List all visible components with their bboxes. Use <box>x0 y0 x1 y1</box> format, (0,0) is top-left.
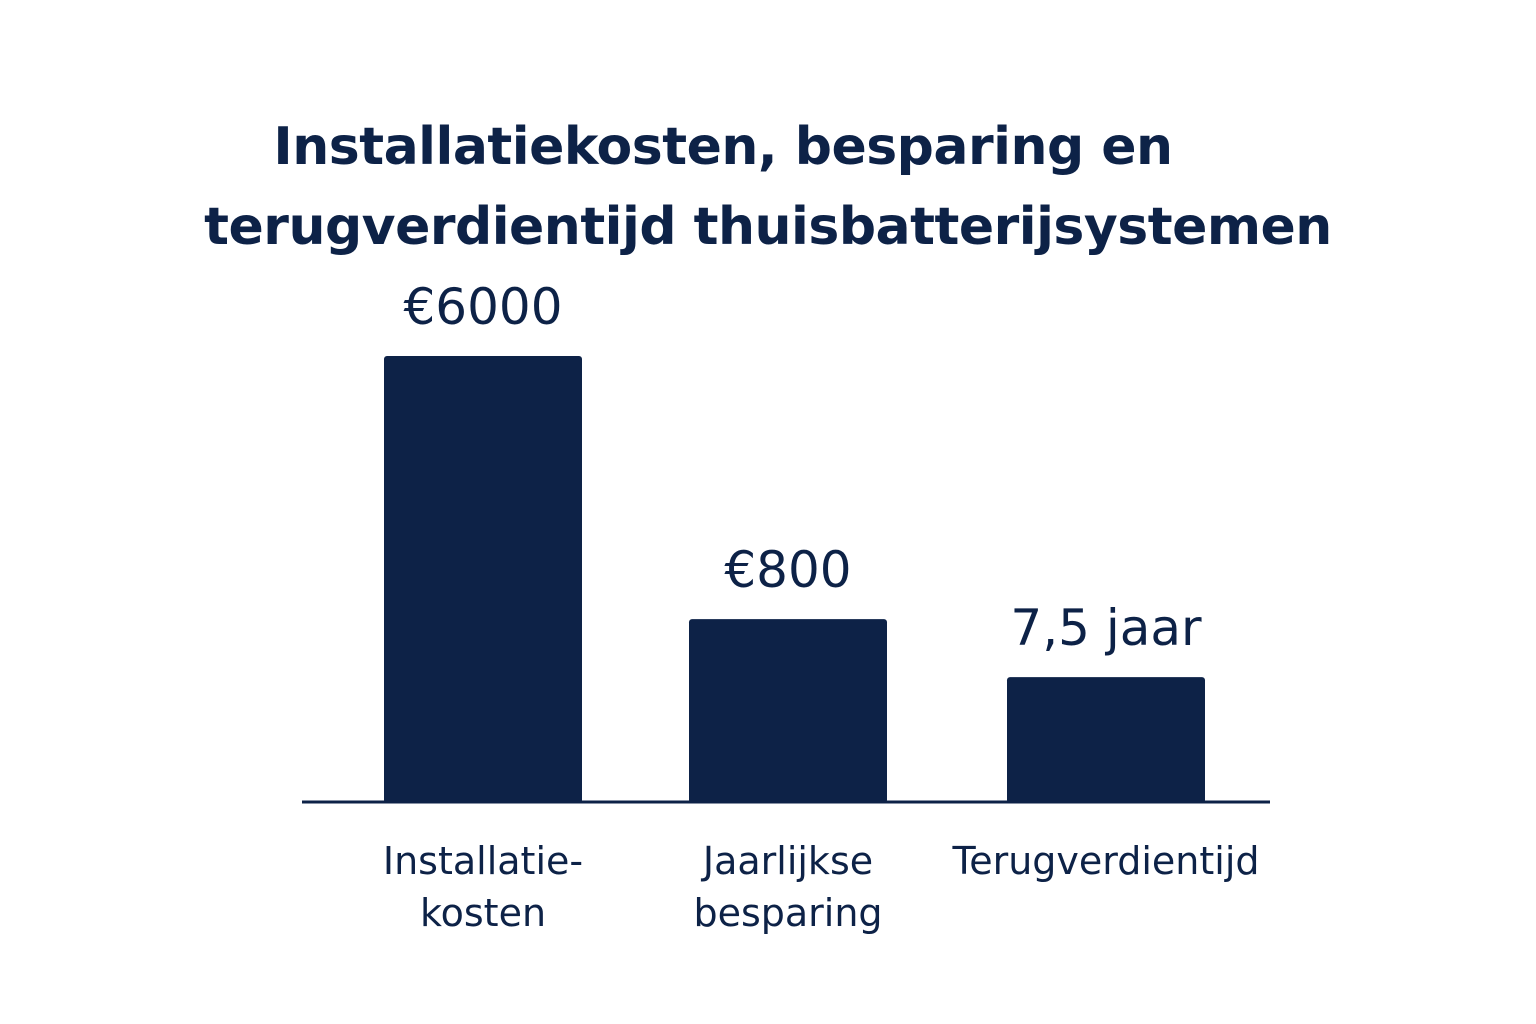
data-label-1: €6000 <box>403 278 562 336</box>
x-tick-label-3: Terugverdientijd <box>951 839 1259 883</box>
x-tick-label-2-line-1: Jaarlijkse <box>701 839 873 883</box>
x-tick-label-1-line-2: kosten <box>420 891 546 935</box>
bar-2 <box>689 619 887 803</box>
bar-1 <box>384 356 582 803</box>
chart-title: Installatiekosten, besparing en terugver… <box>0 107 1536 267</box>
x-tick-label-2-line-2: besparing <box>693 891 882 935</box>
bar-3 <box>1007 677 1205 803</box>
chart-title-line-1: Installatiekosten, besparing en <box>273 116 1173 177</box>
data-label-3: 7,5 jaar <box>1010 599 1202 657</box>
x-tick-label-1-line-1: Installatie- <box>383 839 583 883</box>
data-label-2: €800 <box>724 541 851 599</box>
chart-title-line-2: terugverdientijd thuisbatterijsystemen <box>204 196 1332 257</box>
